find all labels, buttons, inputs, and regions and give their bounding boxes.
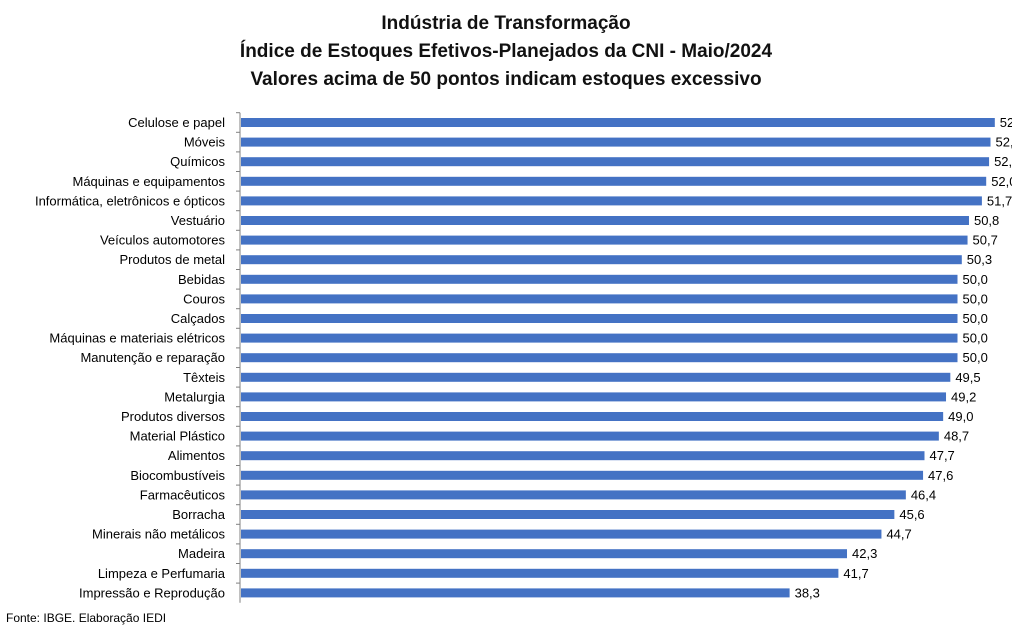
data-label: 50,3 — [967, 252, 992, 267]
bar — [241, 588, 790, 598]
category-label: Calçados — [171, 311, 226, 326]
data-label: 49,0 — [948, 409, 973, 424]
data-label: 41,7 — [843, 566, 868, 581]
data-label: 50,0 — [963, 291, 988, 306]
category-label: Máquinas e equipamentos — [73, 174, 226, 189]
bar — [241, 314, 958, 323]
data-label: 52,6 — [1000, 115, 1012, 130]
data-label: 52,0 — [991, 174, 1012, 189]
category-label: Alimentos — [168, 448, 226, 463]
category-label: Móveis — [184, 135, 226, 150]
category-label: Máquinas e materiais elétricos — [49, 331, 225, 346]
data-label: 45,6 — [899, 507, 924, 522]
bar — [241, 451, 925, 461]
category-label: Biocombustíveis — [130, 468, 225, 483]
bar — [241, 412, 944, 421]
category-label: Limpeza e Perfumaria — [98, 566, 226, 581]
data-label: 51,7 — [987, 193, 1012, 208]
category-label: Farmacêuticos — [140, 487, 226, 502]
data-label: 50,0 — [963, 331, 988, 346]
data-label: 49,2 — [951, 389, 976, 404]
bar — [241, 235, 968, 245]
data-label: 50,0 — [963, 350, 988, 365]
data-label: 50,8 — [974, 213, 999, 228]
bar — [241, 176, 987, 186]
category-label: Impressão e Reprodução — [79, 585, 225, 600]
bar — [241, 510, 895, 519]
category-label: Couros — [183, 291, 225, 306]
chart-title: Indústria de Transformação Índice de Est… — [0, 10, 1012, 94]
data-label: 46,4 — [911, 487, 936, 502]
category-label: Produtos de metal — [119, 252, 225, 267]
bar — [241, 470, 924, 480]
bar — [241, 274, 958, 284]
category-label: Celulose e papel — [128, 115, 225, 130]
data-label: 50,0 — [963, 272, 988, 287]
category-label: Têxteis — [183, 370, 225, 385]
bar — [241, 372, 951, 382]
chart-title-line-3: Valores acima de 50 pontos indicam estoq… — [250, 69, 762, 90]
category-label: Metalurgia — [164, 389, 225, 404]
bar — [241, 157, 990, 167]
category-label: Borracha — [172, 507, 226, 522]
data-label: 48,7 — [944, 429, 969, 444]
data-label: 49,5 — [955, 370, 980, 385]
category-label: Veículos automotores — [100, 233, 226, 248]
bar — [241, 118, 995, 127]
data-label: 47,7 — [929, 448, 954, 463]
data-label: 44,7 — [886, 527, 911, 542]
bar — [241, 333, 958, 343]
bar — [241, 137, 991, 147]
source-note: Fonte: IBGE. Elaboração IEDI — [6, 611, 167, 625]
data-label: 42,3 — [852, 546, 877, 561]
bar — [241, 392, 947, 402]
chart-title-line-1: Indústria de Transformação — [381, 13, 631, 34]
bar — [241, 568, 839, 578]
category-label: Vestuário — [171, 213, 225, 228]
category-label: Minerais não metálicos — [92, 527, 225, 542]
bar — [241, 353, 958, 363]
chart-title-line-2: Índice de Estoques Efetivos-Planejados d… — [239, 41, 773, 62]
bar — [241, 255, 962, 265]
category-label: Químicos — [170, 154, 225, 169]
bar — [241, 431, 939, 441]
data-label: 50,7 — [973, 233, 998, 248]
category-label: Informática, eletrônicos e ópticos — [35, 193, 226, 208]
bar — [241, 216, 969, 225]
bar — [241, 294, 958, 304]
category-label: Produtos diversos — [121, 409, 226, 424]
data-label: 47,6 — [928, 468, 953, 483]
category-label: Madeira — [178, 546, 226, 561]
data-label: 38,3 — [795, 585, 820, 600]
bar — [241, 529, 882, 539]
data-label: 52,2 — [994, 154, 1012, 169]
category-label: Bebidas — [178, 272, 225, 287]
category-label: Material Plástico — [130, 429, 225, 444]
data-label: 50,0 — [963, 311, 988, 326]
data-label: 52,3 — [996, 135, 1012, 150]
category-label: Manutenção e reparação — [80, 350, 225, 365]
bar — [241, 549, 848, 559]
bar — [241, 490, 906, 500]
bar — [241, 196, 982, 206]
